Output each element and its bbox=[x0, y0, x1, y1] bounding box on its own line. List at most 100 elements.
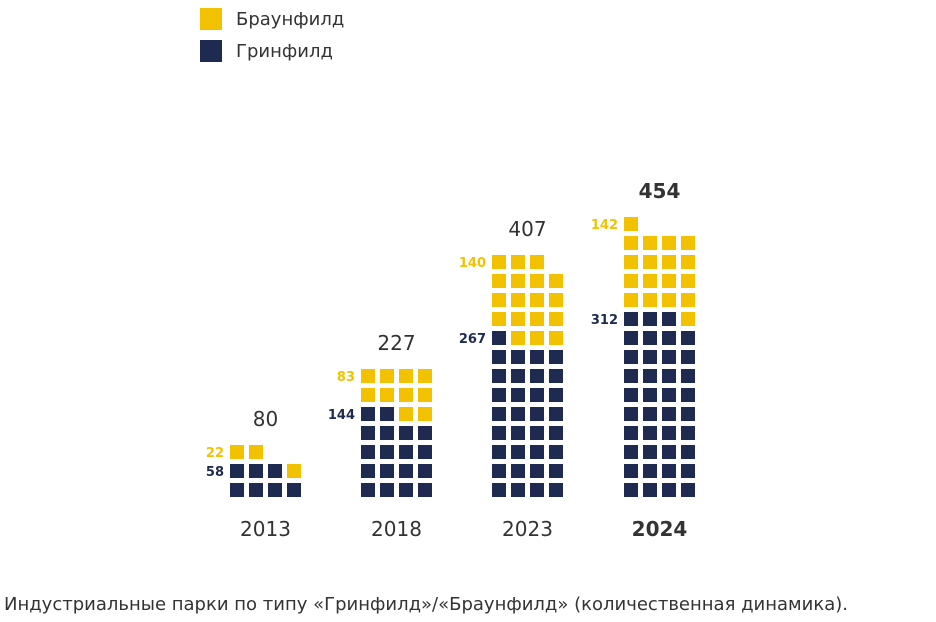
waffle-cell-brownfield bbox=[492, 312, 506, 326]
waffle-cell-brownfield bbox=[681, 255, 695, 269]
waffle-cell-greenfield bbox=[530, 350, 544, 364]
waffle-cell-greenfield bbox=[643, 350, 657, 364]
waffle-cell-brownfield bbox=[662, 236, 676, 250]
waffle-cell-brownfield bbox=[380, 388, 394, 402]
waffle-cell-brownfield bbox=[418, 407, 432, 421]
total-label: 407 bbox=[508, 217, 546, 241]
waffle-cell-brownfield bbox=[380, 369, 394, 383]
waffle-cell-greenfield bbox=[624, 369, 638, 383]
waffle-cell-greenfield bbox=[230, 464, 244, 478]
waffle-cell-greenfield bbox=[643, 407, 657, 421]
waffle-cell-brownfield bbox=[361, 369, 375, 383]
waffle-cell-brownfield bbox=[681, 293, 695, 307]
waffle-cell-greenfield bbox=[418, 483, 432, 497]
waffle-cell-brownfield bbox=[492, 274, 506, 288]
waffle-cell-greenfield bbox=[681, 426, 695, 440]
year-label: 2024 bbox=[632, 517, 688, 541]
legend-label-brownfield: Браунфилд bbox=[236, 8, 345, 30]
waffle-cell-greenfield bbox=[549, 445, 563, 459]
waffle-cell-brownfield bbox=[681, 236, 695, 250]
waffle-cell-greenfield bbox=[399, 483, 413, 497]
waffle-cell-greenfield bbox=[492, 426, 506, 440]
waffle-cell-greenfield bbox=[511, 426, 525, 440]
waffle-cell-brownfield bbox=[662, 274, 676, 288]
waffle-cell-brownfield bbox=[230, 445, 244, 459]
year-label: 2023 bbox=[502, 517, 553, 541]
waffle-cell-brownfield bbox=[418, 369, 432, 383]
chart-caption: Индустриальные парки по типу «Гринфилд»/… bbox=[4, 594, 848, 615]
waffle-cell-brownfield bbox=[492, 255, 506, 269]
waffle-cell-greenfield bbox=[662, 369, 676, 383]
greenfield-value-label: 267 bbox=[459, 332, 486, 347]
waffle-cell-greenfield bbox=[380, 483, 394, 497]
greenfield-value-label: 144 bbox=[328, 408, 355, 423]
waffle-cell-brownfield bbox=[624, 293, 638, 307]
waffle-cell-brownfield bbox=[530, 255, 544, 269]
waffle-cell-greenfield bbox=[681, 369, 695, 383]
waffle-cell-greenfield bbox=[511, 407, 525, 421]
waffle-cell-greenfield bbox=[624, 483, 638, 497]
waffle-cell-greenfield bbox=[361, 445, 375, 459]
waffle-cell-greenfield bbox=[681, 350, 695, 364]
waffle-cell-greenfield bbox=[549, 369, 563, 383]
waffle-cell-greenfield bbox=[681, 388, 695, 402]
waffle-cell-brownfield bbox=[662, 255, 676, 269]
legend-swatch-greenfield bbox=[200, 40, 222, 62]
waffle-cell-greenfield bbox=[662, 483, 676, 497]
waffle-cell-brownfield bbox=[549, 274, 563, 288]
waffle-cell-brownfield bbox=[681, 274, 695, 288]
waffle-chart: 80 22 58 2013 227 83 144 2018 407 140 267 2023 454 14… bbox=[206, 179, 695, 541]
waffle-cell-greenfield bbox=[380, 407, 394, 421]
waffle-cell-brownfield bbox=[549, 293, 563, 307]
waffle-cell-greenfield bbox=[549, 350, 563, 364]
waffle-cell-brownfield bbox=[530, 274, 544, 288]
year-label: 2018 bbox=[371, 517, 422, 541]
waffle-cell-greenfield bbox=[380, 464, 394, 478]
waffle-cell-greenfield bbox=[492, 407, 506, 421]
waffle-cell-greenfield bbox=[380, 445, 394, 459]
waffle-cell-greenfield bbox=[418, 464, 432, 478]
waffle-cell-greenfield bbox=[418, 445, 432, 459]
waffle-cell-greenfield bbox=[662, 407, 676, 421]
waffle-cell-greenfield bbox=[268, 464, 282, 478]
waffle-cell-greenfield bbox=[662, 445, 676, 459]
waffle-cell-brownfield bbox=[511, 293, 525, 307]
waffle-cell-greenfield bbox=[492, 350, 506, 364]
waffle-cell-greenfield bbox=[511, 464, 525, 478]
waffle-cell-greenfield bbox=[662, 312, 676, 326]
waffle-cell-greenfield bbox=[662, 426, 676, 440]
brownfield-value-label: 140 bbox=[459, 256, 486, 271]
waffle-cell-greenfield bbox=[492, 388, 506, 402]
waffle-cell-greenfield bbox=[681, 483, 695, 497]
waffle-cell-greenfield bbox=[511, 445, 525, 459]
waffle-cell-greenfield bbox=[249, 483, 263, 497]
total-label: 227 bbox=[377, 331, 415, 355]
waffle-cell-greenfield bbox=[662, 331, 676, 345]
waffle-cell-greenfield bbox=[399, 464, 413, 478]
waffle-cell-brownfield bbox=[624, 236, 638, 250]
waffle-cell-brownfield bbox=[418, 388, 432, 402]
waffle-cell-brownfield bbox=[511, 274, 525, 288]
waffle-cell-greenfield bbox=[492, 331, 506, 345]
legend-swatch-brownfield bbox=[200, 8, 222, 30]
waffle-cell-greenfield bbox=[681, 445, 695, 459]
brownfield-value-label: 142 bbox=[591, 218, 618, 233]
waffle-cell-greenfield bbox=[287, 483, 301, 497]
waffle-cell-greenfield bbox=[399, 426, 413, 440]
waffle-cell-greenfield bbox=[492, 483, 506, 497]
waffle-cell-brownfield bbox=[287, 464, 301, 478]
waffle-cell-greenfield bbox=[511, 388, 525, 402]
waffle-cell-greenfield bbox=[681, 331, 695, 345]
waffle-cell-brownfield bbox=[511, 312, 525, 326]
waffle-cell-greenfield bbox=[643, 369, 657, 383]
waffle-cell-greenfield bbox=[624, 312, 638, 326]
waffle-cell-greenfield bbox=[268, 483, 282, 497]
waffle-cell-brownfield bbox=[399, 388, 413, 402]
waffle-cell-brownfield bbox=[530, 312, 544, 326]
waffle-cell-greenfield bbox=[643, 388, 657, 402]
waffle-cell-brownfield bbox=[624, 217, 638, 231]
waffle-cell-greenfield bbox=[549, 388, 563, 402]
waffle-cell-greenfield bbox=[511, 350, 525, 364]
waffle-cell-greenfield bbox=[361, 407, 375, 421]
waffle-cell-greenfield bbox=[399, 445, 413, 459]
